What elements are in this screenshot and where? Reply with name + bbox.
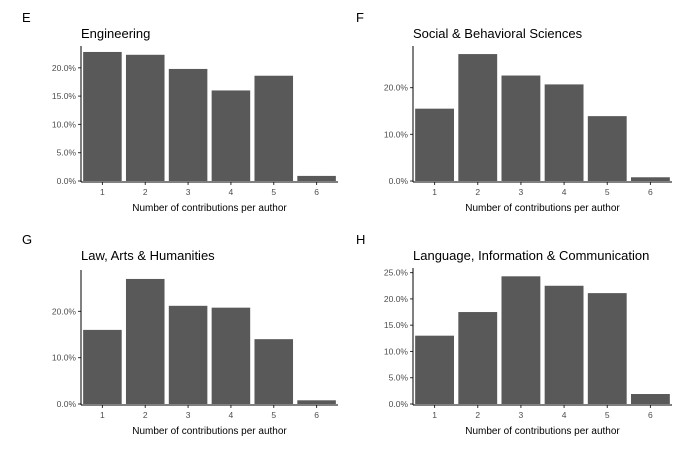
x-tick-label: 2 (143, 410, 148, 420)
y-tick-label: 15.0% (52, 91, 77, 101)
x-tick-label: 3 (186, 410, 191, 420)
bar-4 (544, 84, 584, 181)
bar-1 (415, 108, 455, 181)
x-tick-label: 5 (605, 410, 610, 420)
y-tick-label: 5.0% (389, 373, 409, 383)
x-tick-label: 5 (271, 187, 276, 197)
panel-e: E Engineering 0.0% 5.0% 10.0% 15.0% 20.0% 1 2 3 4 5… (22, 10, 338, 214)
panel-letter: G (22, 232, 32, 247)
x-tick-label: 5 (271, 410, 276, 420)
x-tick-label: 1 (100, 187, 105, 197)
bar-3 (501, 276, 541, 404)
x-tick-label: 3 (186, 187, 191, 197)
x-tick-label: 4 (562, 187, 567, 197)
y-tick-label: 0.0% (57, 399, 77, 409)
bar-3 (168, 305, 208, 404)
panel-letter: E (22, 10, 31, 25)
bar-1 (83, 329, 122, 404)
panel-title: Engineering (81, 26, 150, 41)
x-tick-label: 6 (314, 187, 319, 197)
bar-4 (544, 285, 584, 404)
x-tick-label: 5 (605, 187, 610, 197)
y-tick-label: 10.0% (52, 353, 77, 363)
x-axis-title: Number of contributions per author (132, 203, 287, 214)
bar-5 (587, 116, 627, 181)
y-tick-label: 25.0% (384, 268, 409, 278)
y-tick-label: 0.0% (389, 399, 409, 409)
x-tick-label: 2 (475, 187, 480, 197)
panel-title: Language, Information & Communication (413, 248, 649, 263)
x-tick-label: 1 (100, 410, 105, 420)
x-tick-label: 4 (229, 187, 234, 197)
x-tick-label: 4 (229, 410, 234, 420)
x-tick-label: 4 (562, 410, 567, 420)
y-tick-label: 5.0% (57, 148, 77, 158)
x-axis-title: Number of contributions per author (465, 203, 620, 214)
y-tick-label: 20.0% (384, 294, 409, 304)
bar-2 (125, 54, 165, 181)
bar-1 (415, 335, 455, 404)
bar-6 (297, 175, 336, 181)
x-axis-title: Number of contributions per author (465, 426, 620, 437)
bar-6 (630, 394, 670, 404)
y-tick-label: 10.0% (384, 346, 409, 356)
y-tick-label: 20.0% (384, 83, 409, 93)
bar-2 (458, 312, 498, 404)
x-tick-label: 6 (314, 410, 319, 420)
x-tick-label: 6 (648, 410, 653, 420)
bar-2 (458, 54, 498, 181)
x-tick-label: 3 (519, 187, 524, 197)
x-tick-label: 1 (432, 187, 437, 197)
panel-letter: F (356, 10, 364, 25)
panel-h: H Language, Information & Communication 0.… (356, 232, 672, 437)
y-tick-label: 15.0% (384, 320, 409, 330)
y-tick-label: 10.0% (384, 129, 409, 139)
y-tick-label: 0.0% (57, 176, 77, 186)
x-tick-label: 1 (432, 410, 437, 420)
panel-title: Social & Behavioral Sciences (413, 26, 583, 41)
bar-3 (501, 75, 541, 181)
bar-1 (83, 51, 122, 181)
x-axis-title: Number of contributions per author (132, 426, 287, 437)
bar-4 (211, 90, 251, 181)
x-tick-label: 2 (143, 187, 148, 197)
x-tick-label: 3 (519, 410, 524, 420)
bar-5 (587, 293, 627, 404)
x-tick-label: 2 (475, 410, 480, 420)
bar-5 (254, 339, 294, 404)
panel-g: G Law, Arts & Humanities 0.0% 10.0% 20.0% 1 2 3… (22, 232, 338, 437)
panel-title: Law, Arts & Humanities (81, 248, 215, 263)
y-tick-label: 10.0% (52, 119, 77, 129)
panel-f: F Social & Behavioral Sciences 0.0% 10.0% 20… (356, 10, 672, 214)
y-tick-label: 20.0% (52, 306, 77, 316)
x-tick-label: 6 (648, 187, 653, 197)
y-tick-label: 20.0% (52, 63, 77, 73)
bar-5 (254, 75, 294, 181)
y-tick-label: 0.0% (389, 176, 409, 186)
bar-3 (168, 68, 208, 181)
bar-6 (297, 400, 336, 404)
bar-6 (630, 177, 670, 181)
panel-letter: H (356, 232, 365, 247)
bar-2 (125, 278, 165, 404)
bar-4 (211, 307, 251, 404)
